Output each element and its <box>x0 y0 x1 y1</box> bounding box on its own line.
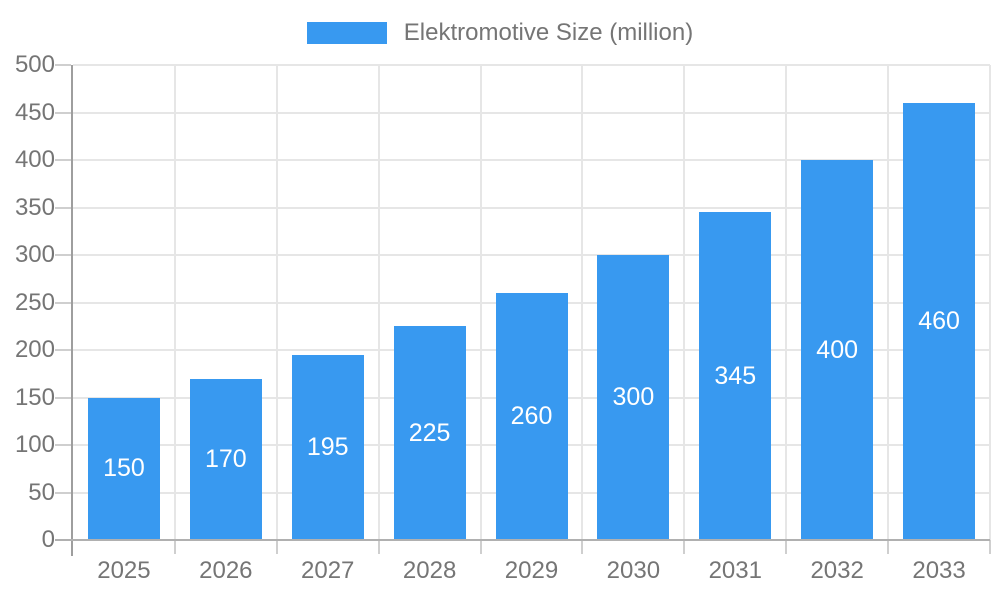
x-axis-baseline <box>55 539 990 541</box>
y-axis-label: 50 <box>28 478 55 506</box>
gridline-vertical <box>276 65 278 540</box>
y-axis-label: 150 <box>14 383 55 411</box>
x-axis-tick <box>989 540 991 554</box>
x-axis-label: 2031 <box>708 557 762 584</box>
x-axis-label: 2028 <box>402 557 457 584</box>
x-axis-label: 2026 <box>199 557 253 584</box>
bar-2032[interactable]: 400 <box>801 160 874 540</box>
x-axis-tick <box>480 540 482 554</box>
bar-value-label: 400 <box>816 335 859 364</box>
y-axis-tick <box>55 301 71 304</box>
gridline-vertical <box>174 65 176 540</box>
bar-2030[interactable]: 300 <box>597 255 670 540</box>
x-axis-tick <box>683 540 685 554</box>
bar-2028[interactable]: 225 <box>393 326 466 540</box>
legend-label: Elektromotive Size (million) <box>403 19 694 46</box>
y-axis-tick <box>55 159 71 161</box>
bar-2027[interactable]: 195 <box>291 354 364 540</box>
y-axis-tick <box>55 491 71 494</box>
bar-value-label: 300 <box>612 383 655 411</box>
gridline-vertical <box>887 65 889 540</box>
y-axis-label: 400 <box>14 146 55 173</box>
bar-2026[interactable]: 170 <box>189 378 262 540</box>
gridline-vertical <box>480 65 482 540</box>
x-axis-tick <box>581 540 583 554</box>
y-axis-tick <box>55 254 71 256</box>
gridline-vertical <box>683 65 685 540</box>
y-axis-tick <box>55 206 71 209</box>
gridline-horizontal <box>73 254 990 256</box>
gridline-vertical <box>581 65 583 540</box>
y-axis-line <box>71 65 73 556</box>
y-axis-label: 200 <box>14 336 55 363</box>
x-axis-tick <box>174 540 176 554</box>
y-axis-label: 500 <box>14 51 55 78</box>
bar-value-label: 260 <box>510 402 553 430</box>
bar-value-label: 195 <box>306 432 349 461</box>
y-axis-tick <box>55 444 71 446</box>
y-axis-label: 0 <box>41 526 55 553</box>
x-axis-label: 2025 <box>97 557 151 584</box>
y-axis-tick <box>55 111 71 114</box>
x-axis-tick <box>887 540 889 554</box>
bar-2031[interactable]: 345 <box>699 212 772 540</box>
y-axis-tick <box>55 396 71 399</box>
x-axis-tick <box>785 540 787 554</box>
bar-2033[interactable]: 460 <box>903 103 976 540</box>
y-axis-label: 300 <box>14 241 55 268</box>
gridline-vertical <box>785 65 787 540</box>
bar-value-label: 150 <box>103 454 145 483</box>
bar-2029[interactable]: 260 <box>495 293 568 540</box>
y-axis-tick <box>55 349 71 351</box>
gridline-horizontal <box>73 159 990 161</box>
bar-value-label: 460 <box>918 307 960 335</box>
legend[interactable]: Elektromotive Size (million) <box>0 19 1000 47</box>
x-axis-label: 2030 <box>606 557 661 584</box>
x-axis-label: 2029 <box>504 557 559 584</box>
bar-value-label: 170 <box>204 444 247 473</box>
x-axis-label: 2027 <box>301 557 355 584</box>
gridline-vertical <box>378 65 380 540</box>
x-axis-tick <box>276 540 278 554</box>
bar-2025[interactable]: 150 <box>87 397 160 540</box>
gridline-horizontal <box>73 206 990 209</box>
bar-value-label: 345 <box>714 361 757 390</box>
gridline-horizontal <box>73 64 990 66</box>
y-axis-label: 100 <box>14 431 55 458</box>
gridline-vertical <box>989 65 991 540</box>
plot-area: 150 170 195 225 260 300 345 400 460 <box>55 64 991 556</box>
y-axis-label: 450 <box>14 98 55 126</box>
x-axis-label: 2033 <box>912 557 966 584</box>
y-axis-tick <box>55 64 71 66</box>
bar-value-label: 225 <box>408 418 451 447</box>
x-axis-tick <box>378 540 380 554</box>
x-axis-label: 2032 <box>810 557 864 584</box>
legend-swatch <box>306 22 387 44</box>
y-axis-label: 250 <box>14 288 55 316</box>
y-axis-label: 350 <box>14 193 55 221</box>
gridline-horizontal <box>73 111 990 114</box>
